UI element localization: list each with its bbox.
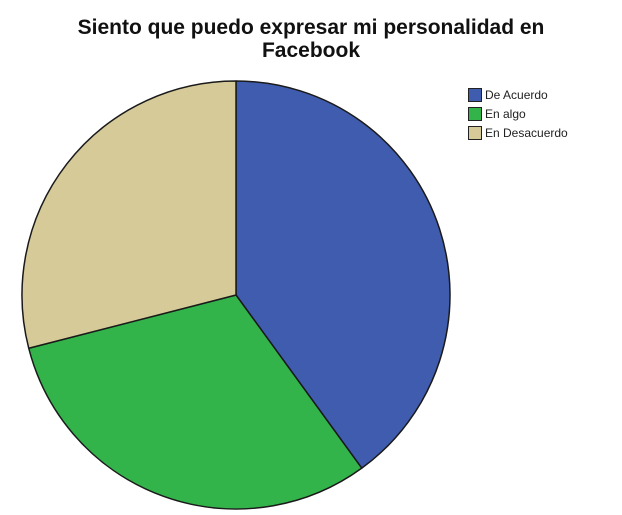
chart-title-line-1: Siento que puedo expresar mi personalida… bbox=[77, 16, 545, 39]
pie-slice-en-algo bbox=[27, 294, 363, 510]
legend-label-en-desacuerdo: En Desacuerdo bbox=[485, 125, 568, 140]
legend-item-en-desacuerdo: En Desacuerdo bbox=[468, 123, 618, 142]
legend: De Acuerdo En algo En Desacuerdo bbox=[468, 85, 618, 142]
legend-label-en-algo: En algo bbox=[485, 106, 526, 121]
pie-slice-de-acuerdo bbox=[235, 80, 451, 469]
chart-title: Siento que puedo expresar mi personalida… bbox=[0, 16, 622, 62]
legend-swatch-de-acuerdo bbox=[468, 87, 482, 102]
chart-title-line-2: Facebook bbox=[261, 39, 361, 62]
legend-swatch-en-desacuerdo bbox=[468, 125, 482, 140]
legend-item-de-acuerdo: De Acuerdo bbox=[468, 85, 618, 104]
legend-swatch-en-algo bbox=[468, 106, 482, 121]
legend-item-en-algo: En algo bbox=[468, 104, 618, 123]
legend-label-de-acuerdo: De Acuerdo bbox=[485, 87, 548, 102]
pie-slice-en-desacuerdo bbox=[21, 80, 237, 349]
